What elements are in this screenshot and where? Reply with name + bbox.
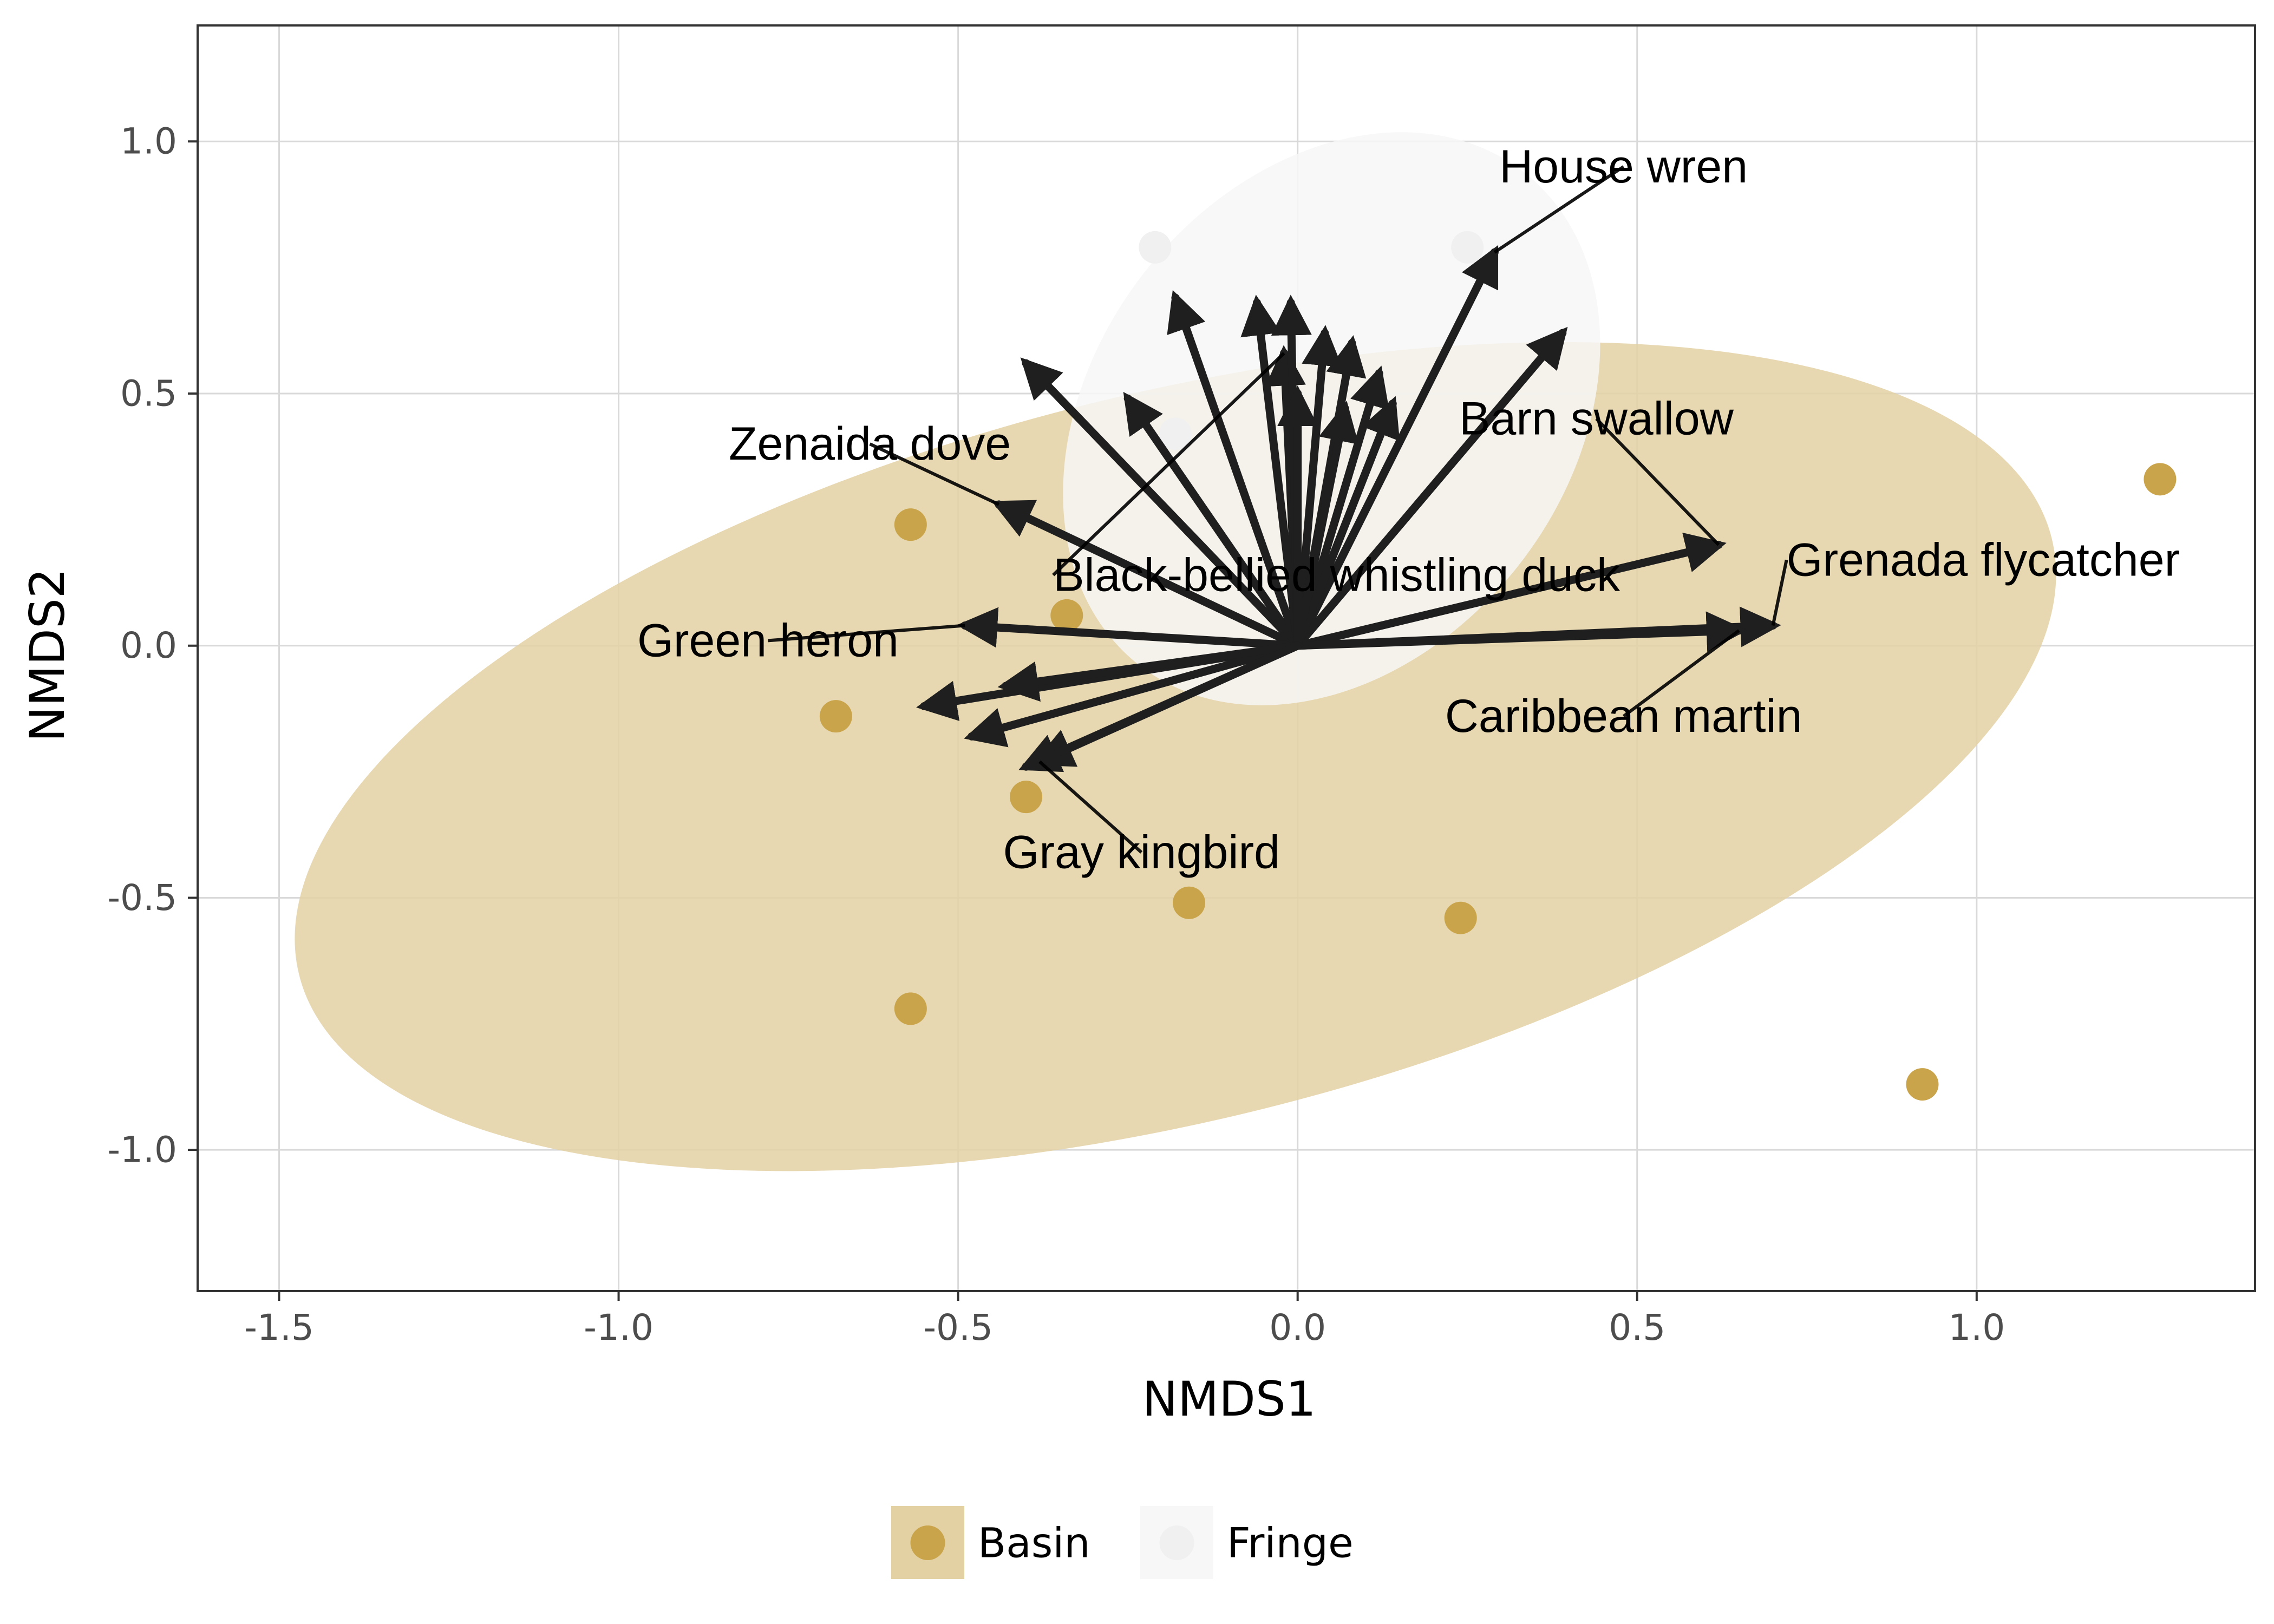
ellipse-basin: [295, 342, 2056, 1171]
y-tick-label: -0.5: [107, 877, 177, 919]
x-tick-label: 1.0: [1948, 1307, 2005, 1348]
legend-point: [1159, 1525, 1194, 1560]
x-axis-title: NMDS1: [1142, 1371, 1316, 1427]
label-leader: [1493, 165, 1625, 254]
point-basin: [894, 992, 927, 1025]
species-label: Barn swallow: [1459, 393, 1734, 445]
vectors: [916, 245, 1781, 772]
species-vector: [1123, 391, 1302, 650]
species-label: Green heron: [637, 614, 899, 666]
x-tick-label: -0.5: [923, 1307, 993, 1348]
legend-label: Basin: [978, 1519, 1090, 1567]
legend-item-fringe: Fringe: [1140, 1506, 1354, 1579]
point-fringe: [1159, 417, 1192, 450]
species-vector: [1018, 641, 1302, 772]
species-vector: [1293, 245, 1499, 650]
species-vector: [1293, 532, 1727, 650]
x-axis: -1.5 -1.0 -0.5 0.0 0.5 1.0: [244, 1291, 2005, 1348]
point-basin: [2144, 463, 2177, 496]
point-basin: [819, 700, 852, 733]
legend-item-basin: Basin: [891, 1506, 1090, 1579]
species-vector: [1020, 357, 1302, 650]
species-vector: [1293, 325, 1343, 650]
label-leader: [1622, 629, 1740, 718]
label-leader: [768, 624, 965, 643]
label-leader: [1038, 760, 1143, 854]
species-vector: [957, 607, 1302, 650]
point-basin: [1010, 781, 1043, 814]
y-tick-label: 0.5: [120, 372, 177, 414]
point-basin: [1906, 1068, 1939, 1101]
species-label: Grenada flycatcher: [1787, 534, 2180, 586]
x-tick-label: 0.5: [1609, 1307, 1665, 1348]
species-vector: [1167, 290, 1302, 650]
label-leader: [869, 442, 1000, 506]
species-vector: [991, 500, 1302, 650]
x-tick-label: -1.5: [244, 1307, 314, 1348]
species-vector: [964, 641, 1302, 748]
species-label: Zenaida dove: [729, 418, 1011, 470]
species-label: Caribbean martin: [1445, 690, 1802, 742]
species-vector: [1293, 611, 1747, 652]
species-vector: [1240, 294, 1302, 650]
point-basin: [1444, 901, 1477, 934]
species-vector: [1293, 401, 1359, 650]
x-tick-label: 0.0: [1269, 1307, 1326, 1348]
point-fringe: [1451, 231, 1484, 264]
point-basin: [1050, 599, 1083, 632]
y-tick-label: -1.0: [107, 1129, 177, 1171]
species-vector: [1293, 396, 1400, 650]
label-leader: [1771, 559, 1788, 626]
legend: Basin Fringe: [891, 1506, 1354, 1579]
y-axis-title: NMDS2: [19, 568, 75, 742]
points: [819, 231, 2177, 1101]
label-leader: [1052, 352, 1285, 577]
panel-border: [197, 24, 2256, 1292]
species-labels: House wren Barn swallow Grenada flycatcher…: [637, 141, 2180, 879]
species-vector: [997, 641, 1302, 702]
species-label: Gray kingbird: [1003, 827, 1280, 879]
panel: House wren Barn swallow Grenada flycatcher…: [197, 24, 2256, 1292]
species-vector: [1293, 326, 1568, 650]
species-label: House wren: [1499, 141, 1748, 193]
legend-label: Fringe: [1227, 1519, 1354, 1567]
point-basin: [894, 508, 927, 541]
legend-point: [910, 1525, 945, 1560]
point-fringe: [1139, 231, 1172, 264]
species-label: Black-bellied whistling duck: [1053, 549, 1620, 601]
y-tick-label: 0.0: [120, 625, 177, 666]
label-leader: [1595, 417, 1720, 546]
y-tick-label: 1.0: [120, 121, 177, 162]
x-tick-label: -1.0: [584, 1307, 654, 1348]
y-axis: -1.0 -0.5 0.0 0.5 1.0: [107, 121, 198, 1171]
point-basin: [1173, 886, 1206, 919]
